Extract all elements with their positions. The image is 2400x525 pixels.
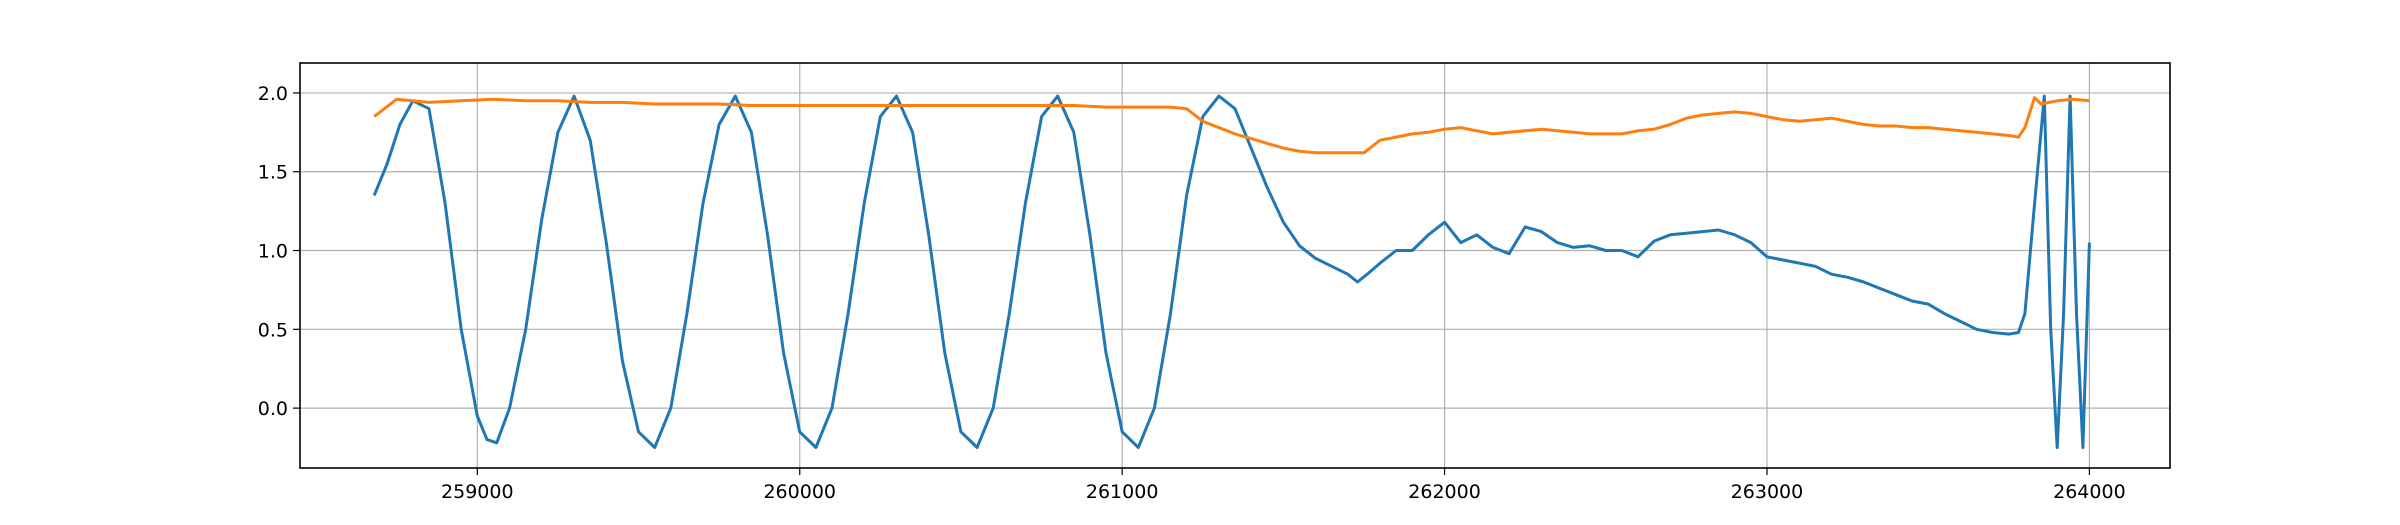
y-tick-label: 0.0 (258, 398, 288, 420)
x-tick-label: 263000 (1731, 481, 1804, 503)
x-tick-label: 260000 (763, 481, 836, 503)
y-tick-label: 1.5 (258, 162, 288, 184)
y-tick-label: 2.0 (258, 83, 288, 105)
x-tick-label: 261000 (1086, 481, 1159, 503)
y-tick-label: 0.5 (258, 319, 288, 341)
y-tick-label: 1.0 (258, 241, 288, 263)
x-tick-label: 262000 (1408, 481, 1481, 503)
series-blue-line (372, 94, 2091, 449)
grid (300, 63, 2170, 468)
plot-frame (299, 62, 2171, 469)
x-tick-label: 259000 (441, 481, 514, 503)
axis-ticks: 259000 260000 261000 262000 263000 264000 0.0 0… (258, 83, 2126, 503)
series-orange-line (373, 96, 2090, 155)
series-lines (372, 94, 2091, 449)
x-tick-label: 264000 (2053, 481, 2126, 503)
